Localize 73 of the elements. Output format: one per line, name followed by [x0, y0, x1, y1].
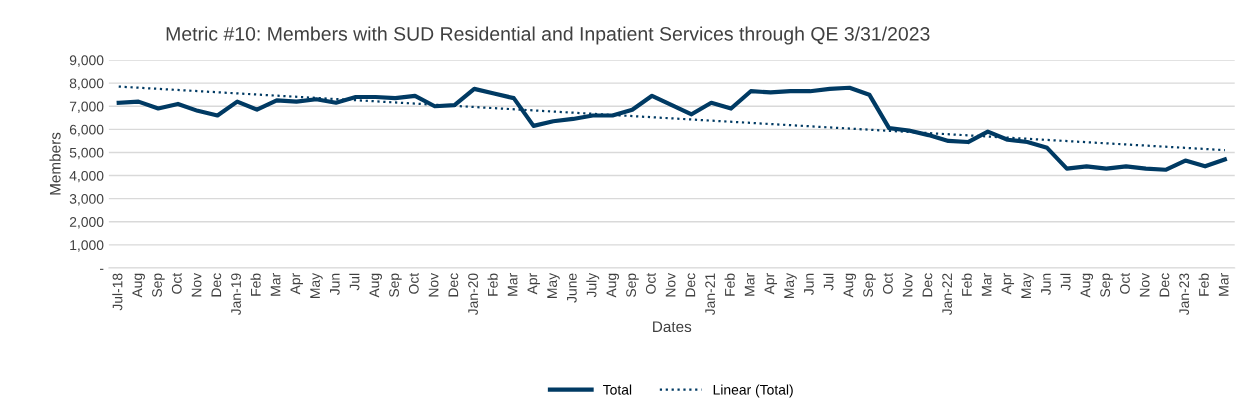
x-tick-label: Nov [191, 272, 202, 297]
legend-label: Total [603, 384, 632, 395]
x-tick-label: Sep [1100, 273, 1113, 297]
x-tick-label: Dec [922, 273, 933, 297]
x-tick-label: Jul [1060, 273, 1071, 291]
x-tick-label: Aug [1080, 273, 1094, 298]
x-tick-label: Sep [152, 273, 165, 297]
x-tick-label: Jul [823, 273, 834, 291]
x-tick-label: Sep [389, 273, 402, 297]
y-tick-label: 4,000 [69, 170, 104, 183]
x-tick-label: Dec [1159, 273, 1170, 297]
x-tick-label: May [784, 272, 797, 298]
x-tick-label: Sep [863, 273, 876, 297]
x-tick-label: Jul [349, 273, 360, 291]
x-tick-label: Feb [961, 273, 972, 296]
x-tick-label: Apr [764, 273, 778, 295]
x-tick-label: Feb [250, 273, 261, 296]
x-tick-label: May [1021, 272, 1034, 298]
x-tick-label: Jan-22 [942, 273, 953, 316]
x-tick-label: Feb [487, 273, 498, 296]
x-tick-label: Oct [882, 272, 893, 294]
y-tick-label: 5,000 [69, 147, 104, 160]
x-tick-label: Nov [1139, 272, 1150, 297]
y-tick-label: - [99, 268, 104, 270]
y-axis-title: Members [49, 132, 61, 195]
x-tick-label: Aug [606, 273, 619, 298]
line-series [116, 85, 1227, 172]
x-tick-label: Feb [724, 273, 735, 296]
y-tick-label: 8,000 [69, 78, 104, 90]
x-tick-label: Aug [843, 273, 857, 298]
x-tick-label: Jun [330, 273, 340, 296]
x-tick-label: Jan-20 [468, 273, 478, 316]
x-tick-label: Sep [626, 273, 639, 297]
x-tick-label: Jan-23 [1179, 273, 1190, 316]
x-tick-label: Mar [744, 273, 755, 296]
x-tick-label: Apr [1001, 273, 1015, 295]
x-tick-label: Oct [171, 272, 182, 294]
x-tick-label: Apr [527, 273, 540, 295]
x-tick-label: Feb [1198, 273, 1209, 296]
x-tick-label: Jan-19 [231, 273, 241, 316]
x-tick-label: Mar [270, 273, 281, 296]
x-axis-title: Dates [653, 321, 692, 333]
x-tick-label: Aug [132, 273, 145, 298]
x-tick-label: May [310, 272, 323, 298]
x-tick-label: Oct [408, 272, 419, 294]
x-tick-label: Jan-21 [705, 273, 716, 316]
chart-title: Metric #10: Members with SUD Residential and Inpatient Services through QE 3/31/2023 [166, 26, 930, 45]
x-tick-label: Jun [1041, 273, 1051, 296]
y-tick-label: 1,000 [70, 240, 104, 252]
x-tick-label: May [547, 272, 560, 298]
y-tick-label: 2,000 [69, 217, 104, 229]
x-tick-label: Dec [211, 273, 222, 297]
x-tick-label: Nov [428, 272, 439, 297]
x-tick-label: Dec [685, 273, 696, 297]
x-tick-label: Mar [1218, 273, 1229, 296]
y-tick-label: 3,000 [69, 194, 104, 206]
x-tick-label: Aug [369, 273, 382, 298]
legend-label: Linear (Total) [713, 384, 793, 398]
x-tick-label: Jun [804, 273, 814, 296]
x-tick-label: Nov [902, 272, 913, 297]
x-tick-label: June [567, 273, 577, 303]
x-tick-label: July [586, 272, 600, 298]
y-tick-label: 7,000 [69, 101, 104, 114]
x-tick-label: Oct [1119, 272, 1130, 294]
x-tick-label: Mar [507, 273, 518, 296]
x-tick-label: Apr [290, 273, 303, 295]
x-tick-label: Nov [665, 272, 676, 297]
x-tick-label: Oct [645, 272, 656, 294]
y-tick-label: 9,000 [69, 55, 104, 67]
x-tick-label: Dec [448, 273, 459, 297]
x-tick-label: Mar [981, 273, 992, 296]
y-tick-label: 6,000 [69, 124, 104, 137]
x-tick-label: Jul-18 [112, 273, 123, 311]
